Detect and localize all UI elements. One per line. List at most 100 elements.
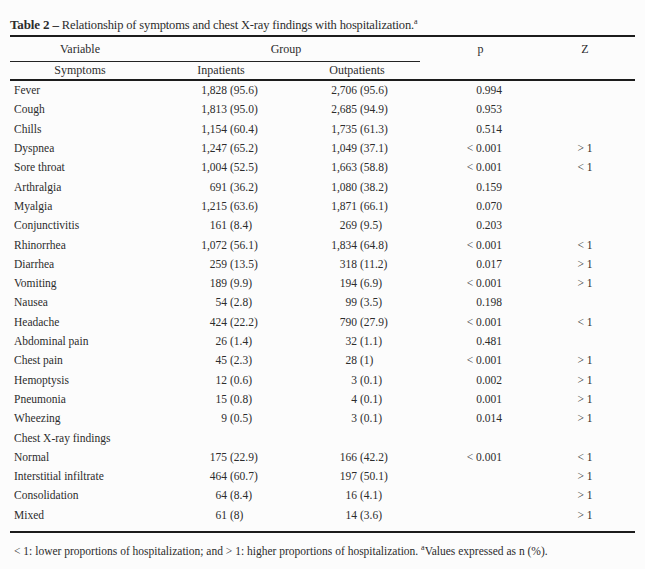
inpatients-pct: (2.8) (227, 293, 292, 312)
table-row: Headache424(22.2)790(27.9)< 0.001< 1 (10, 313, 635, 332)
row-label: Fever (10, 81, 150, 100)
p-value: 0.198 (422, 293, 503, 312)
p-value: 0.159 (422, 178, 503, 197)
inpatients-pct: (56.1) (227, 236, 292, 255)
inpatients-pct: (65.2) (227, 139, 292, 158)
z-value: > 1 (503, 409, 635, 428)
z-value (503, 429, 635, 448)
outpatients-pct (357, 429, 422, 448)
p-value (422, 429, 503, 448)
z-value (503, 332, 635, 351)
row-label: Dyspnea (10, 139, 150, 158)
inpatients-n: 175 (150, 448, 227, 467)
table-number: Table 2 (10, 17, 49, 32)
inpatients-pct: (8) (227, 506, 292, 525)
outpatients-pct: (37.1) (357, 139, 422, 158)
z-value (503, 120, 635, 139)
inpatients-pct: (95.6) (227, 81, 292, 100)
row-label: Arthralgia (10, 178, 150, 197)
outpatients-pct: (38.2) (357, 178, 422, 197)
z-value (503, 81, 635, 100)
inpatients-pct: (52.5) (227, 158, 292, 177)
inpatients-n: 464 (150, 467, 227, 486)
z-value: > 1 (503, 255, 635, 274)
p-value: 0.514 (422, 120, 503, 139)
inpatients-n: 61 (150, 506, 227, 525)
inpatients-pct: (9.9) (227, 274, 292, 293)
table-row: Abdominal pain26(1.4)32(1.1)0.481 (10, 332, 635, 351)
table-row: Conjunctivitis161(8.4)269(9.5)0.203 (10, 216, 635, 235)
inpatients-n: 12 (150, 371, 227, 390)
p-value: 0.070 (422, 197, 503, 216)
z-value: > 1 (503, 467, 635, 486)
column-header-p: p (422, 37, 503, 61)
p-value (422, 486, 503, 505)
p-value: < 0.001 (422, 351, 503, 370)
row-label: Rhinorrhea (10, 236, 150, 255)
inpatients-n: 1,247 (150, 139, 227, 158)
inpatients-pct: (36.2) (227, 178, 292, 197)
inpatients-n: 259 (150, 255, 227, 274)
z-value: > 1 (503, 506, 635, 525)
outpatients-n: 4 (292, 390, 357, 409)
outpatients-pct: (66.1) (357, 197, 422, 216)
header-row-1: Variable Group p Z (10, 37, 635, 61)
table-row: Wheezing9(0.5)3(0.1)0.014> 1 (10, 409, 635, 428)
inpatients-pct: (13.5) (227, 255, 292, 274)
p-value: < 0.001 (422, 139, 503, 158)
p-value: < 0.001 (422, 274, 503, 293)
row-label: Nausea (10, 293, 150, 312)
inpatients-n (150, 429, 227, 448)
inpatients-pct: (60.4) (227, 120, 292, 139)
table-title: Table 2 – Relationship of symptoms and c… (10, 12, 635, 35)
outpatients-pct: (27.9) (357, 313, 422, 332)
outpatients-pct: (3.6) (357, 506, 422, 525)
table-row: Sore throat1,004(52.5)1,663(58.8)< 0.001… (10, 158, 635, 177)
inpatients-n: 45 (150, 351, 227, 370)
table-row: Arthralgia691(36.2)1,080(38.2)0.159 (10, 178, 635, 197)
inpatients-pct: (63.6) (227, 197, 292, 216)
table-row: Fever1,828(95.6)2,706(95.6)0.994 (10, 81, 635, 100)
table-row: Hemoptysis12(0.6)3(0.1)0.002> 1 (10, 371, 635, 390)
column-header-group: Group (150, 37, 422, 61)
row-label: Vomiting (10, 274, 150, 293)
outpatients-n: 28 (292, 351, 357, 370)
p-value: 0.017 (422, 255, 503, 274)
inpatients-n: 691 (150, 178, 227, 197)
table-row: Chills1,154(60.4)1,735(61.3)0.514 (10, 120, 635, 139)
row-label: Chest X-ray findings (10, 429, 150, 448)
row-label: Pneumonia (10, 390, 150, 409)
inpatients-pct: (2.3) (227, 351, 292, 370)
row-label: Sore throat (10, 158, 150, 177)
z-value: < 1 (503, 313, 635, 332)
p-value (422, 467, 503, 486)
outpatients-pct: (58.8) (357, 158, 422, 177)
inpatients-n: 1,004 (150, 158, 227, 177)
z-value (503, 178, 635, 197)
row-label: Cough (10, 100, 150, 119)
p-value: 0.481 (422, 332, 503, 351)
z-value: > 1 (503, 390, 635, 409)
outpatients-pct: (1) (357, 351, 422, 370)
inpatients-pct: (8.4) (227, 486, 292, 505)
outpatients-n: 14 (292, 506, 357, 525)
outpatients-n: 194 (292, 274, 357, 293)
table-row: Vomiting189(9.9)194(6.9)< 0.001> 1 (10, 274, 635, 293)
column-header-outpatients: Outpatients (292, 62, 422, 79)
z-value: < 1 (503, 448, 635, 467)
bottom-rule (10, 531, 635, 533)
inpatients-pct: (1.4) (227, 332, 292, 351)
inpatients-pct: (60.7) (227, 467, 292, 486)
outpatients-n: 32 (292, 332, 357, 351)
table-row: Mixed61(8)14(3.6)> 1 (10, 506, 635, 525)
outpatients-n (292, 429, 357, 448)
table-row: Cough1,813(95.0)2,685(94.9)0.953 (10, 100, 635, 119)
outpatients-n: 1,080 (292, 178, 357, 197)
column-header-z: Z (503, 37, 635, 61)
row-label: Consolidation (10, 486, 150, 505)
column-header-variable: Variable (10, 37, 150, 61)
row-label: Headache (10, 313, 150, 332)
outpatients-pct: (64.8) (357, 236, 422, 255)
inpatients-n: 1,215 (150, 197, 227, 216)
table-row: Normal175(22.9)166(42.2)< 0.001< 1 (10, 448, 635, 467)
